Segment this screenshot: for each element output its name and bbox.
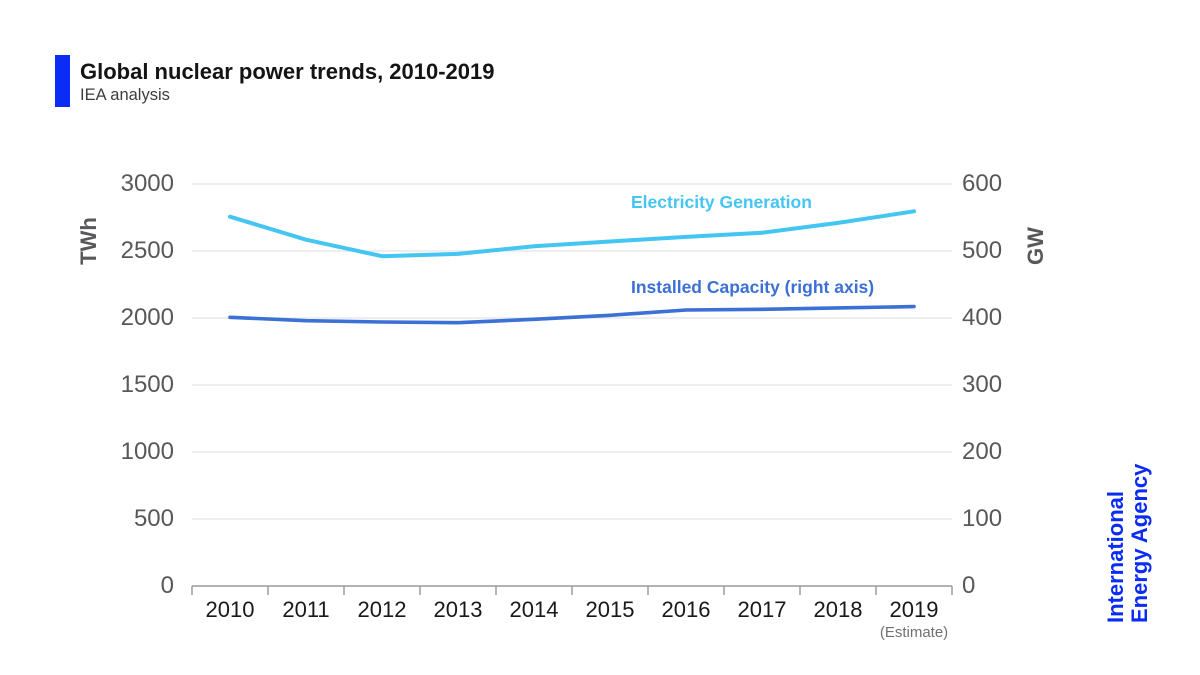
left-axis-title: TWh [76,217,101,265]
chart-title: Global nuclear power trends, 2010-2019 [80,59,495,84]
chart-subtitle: IEA analysis [80,86,170,104]
series-line-installed-capacity-right-axis [228,304,916,325]
title-accent-bar [55,55,70,107]
series-line-electricity-generation [228,209,916,259]
iea-logo-line2: Energy Agency [1127,463,1152,623]
iea-logo-text: International Energy Agency [1103,453,1152,623]
right-axis-title: GW [1023,227,1048,265]
iea-logo-line1: International [1103,490,1128,623]
series-label-installed-capacity: Installed Capacity (right axis) [631,277,875,297]
series-label-electricity-generation: Electricity Generation [631,192,812,212]
